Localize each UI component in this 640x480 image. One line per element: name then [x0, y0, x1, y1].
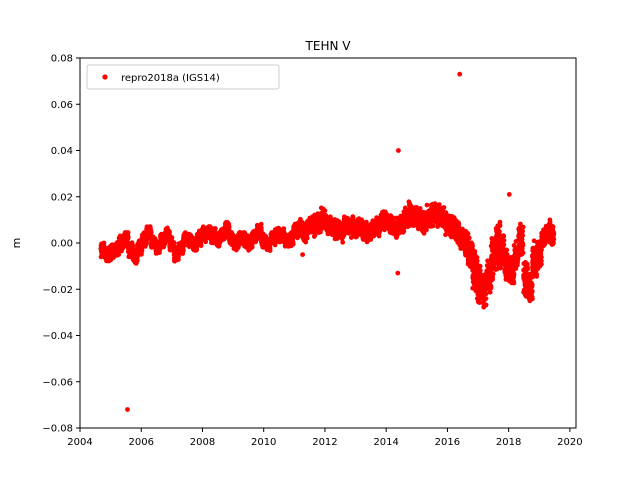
- data-point: [213, 237, 219, 243]
- data-point: [282, 241, 288, 247]
- data-point: [180, 249, 186, 255]
- data-point: [472, 249, 478, 254]
- data-point: [108, 257, 114, 263]
- data-point: [139, 234, 145, 240]
- data-point: [351, 229, 356, 235]
- data-point: [466, 235, 472, 241]
- data-point: [471, 264, 476, 270]
- data-point: [470, 272, 476, 278]
- data-point: [176, 241, 182, 247]
- data-point: [289, 238, 295, 244]
- data-point: [117, 233, 123, 239]
- data-point: [470, 254, 476, 259]
- data-point: [121, 239, 127, 245]
- data-point: [254, 222, 260, 228]
- data-point: [144, 226, 150, 232]
- data-point: [259, 236, 265, 242]
- data-point: [407, 201, 413, 207]
- data-point: [360, 227, 366, 233]
- data-point: [126, 241, 132, 247]
- data-point: [318, 223, 324, 228]
- data-point: [429, 218, 435, 224]
- data-point: [340, 239, 346, 245]
- data-point: [124, 230, 130, 236]
- data-point: [199, 228, 205, 234]
- data-point: [232, 244, 238, 250]
- data-point: [420, 222, 425, 228]
- data-point: [139, 245, 144, 251]
- data-point: [142, 244, 148, 249]
- data-point: [320, 206, 326, 212]
- data-point: [267, 245, 273, 251]
- data-point: [448, 213, 454, 219]
- chart-title: TEHN V: [305, 39, 352, 53]
- data-point: [204, 235, 210, 241]
- data-point: [443, 232, 448, 238]
- data-point: [168, 244, 174, 249]
- data-point: [364, 239, 370, 245]
- data-point: [177, 246, 182, 252]
- data-point: [211, 226, 217, 232]
- data-points: [98, 71, 557, 412]
- data-point: [126, 244, 132, 250]
- data-point: [277, 229, 283, 235]
- data-point: [475, 299, 481, 305]
- data-point: [355, 230, 361, 236]
- data-point: [175, 254, 181, 260]
- data-point: [190, 240, 196, 246]
- data-point: [223, 221, 228, 226]
- data-point: [397, 223, 403, 229]
- data-point: [135, 250, 141, 255]
- data-point: [112, 247, 118, 252]
- data-point: [303, 235, 309, 241]
- data-point: [461, 236, 466, 242]
- data-point: [378, 221, 384, 227]
- data-point: [107, 253, 113, 258]
- data-point: [135, 245, 141, 251]
- data-point: [424, 202, 430, 208]
- data-point: [194, 247, 200, 252]
- data-point: [254, 230, 260, 236]
- data-point: [434, 206, 440, 212]
- data-point: [465, 257, 471, 263]
- data-point: [316, 230, 322, 235]
- data-point: [295, 220, 301, 226]
- data-point: [466, 242, 471, 248]
- data-point: [156, 249, 161, 255]
- data-point: [245, 243, 251, 248]
- data-point: [194, 233, 200, 239]
- data-point: [171, 250, 177, 256]
- data-point: [125, 249, 131, 254]
- data-point: [421, 230, 427, 236]
- data-point: [227, 233, 233, 238]
- data-point: [158, 233, 164, 238]
- data-point: [441, 205, 447, 210]
- data-point: [453, 218, 459, 224]
- data-point: [355, 225, 361, 231]
- data-point: [245, 234, 251, 240]
- data-point: [131, 258, 137, 264]
- data-point: [121, 234, 127, 239]
- data-point: [148, 243, 154, 249]
- data-point: [162, 230, 168, 236]
- data-point: [187, 235, 193, 241]
